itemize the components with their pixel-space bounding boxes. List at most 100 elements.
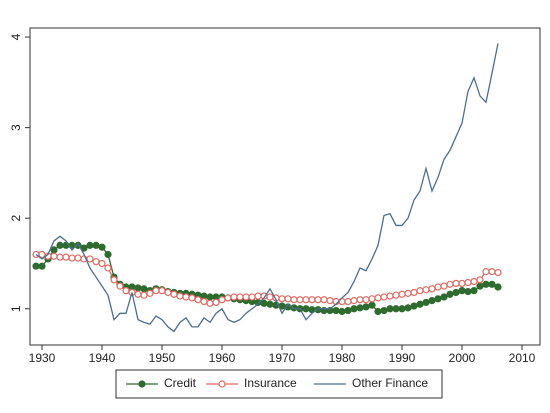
x-tick-label: 1980: [329, 351, 356, 365]
point: [290, 296, 298, 304]
point: [32, 262, 40, 270]
point: [320, 296, 328, 304]
point: [140, 291, 148, 299]
point: [38, 250, 46, 259]
point: [404, 304, 412, 312]
point: [410, 302, 418, 310]
point: [470, 278, 478, 286]
x-tick-label: 1950: [149, 351, 176, 365]
point: [230, 293, 238, 301]
point: [296, 296, 304, 304]
x-tick-label: 1970: [269, 351, 296, 365]
point: [392, 305, 400, 313]
point: [452, 288, 460, 297]
point: [98, 259, 106, 268]
point: [104, 250, 112, 259]
point: [386, 292, 394, 300]
point: [98, 243, 106, 251]
point: [380, 293, 388, 301]
point: [416, 300, 424, 308]
point: [356, 296, 364, 304]
point: [86, 255, 94, 263]
legend-label: Other Finance: [352, 376, 428, 390]
point: [464, 287, 472, 296]
point: [362, 296, 370, 304]
point: [92, 241, 100, 249]
x-tick-label: 1960: [209, 351, 236, 365]
point: [38, 262, 46, 270]
point: [74, 254, 82, 262]
x-tick-label: 1940: [89, 351, 116, 365]
point: [266, 293, 274, 301]
point: [458, 287, 466, 295]
point: [284, 295, 292, 303]
point: [380, 306, 388, 315]
point: [206, 293, 214, 301]
point: [458, 279, 466, 288]
point: [56, 253, 64, 261]
y-tick-label: 2: [9, 215, 23, 222]
point: [488, 280, 496, 288]
point: [188, 294, 196, 302]
point: [434, 295, 442, 303]
point: [482, 268, 490, 276]
x-tick-label: 1990: [389, 351, 416, 365]
point: [482, 280, 490, 288]
legend-label: Credit: [164, 376, 197, 390]
point: [410, 288, 418, 297]
point: [314, 296, 322, 304]
point: [86, 241, 94, 249]
point: [212, 298, 220, 307]
point: [164, 288, 172, 297]
point: [68, 254, 76, 262]
point: [200, 297, 208, 306]
point: [56, 241, 64, 249]
legend-marker: [218, 380, 226, 388]
point: [254, 292, 262, 300]
point: [224, 294, 232, 302]
legend-marker: [138, 380, 146, 388]
point: [182, 293, 190, 301]
point: [50, 252, 58, 260]
point: [260, 299, 268, 307]
point: [170, 290, 178, 298]
point: [176, 292, 184, 300]
point: [404, 289, 412, 297]
point: [236, 293, 244, 301]
point: [266, 300, 274, 308]
legend-label: Insurance: [244, 376, 297, 390]
point: [122, 287, 130, 295]
point: [470, 287, 478, 295]
point: [242, 293, 250, 301]
point: [440, 282, 448, 290]
point: [362, 303, 370, 311]
point: [194, 296, 202, 304]
point: [302, 305, 310, 313]
point: [374, 294, 382, 302]
point: [104, 264, 112, 272]
point: [398, 290, 406, 298]
point: [134, 290, 142, 298]
point: [134, 284, 142, 292]
point: [308, 296, 316, 304]
point: [422, 298, 430, 307]
x-tick-label: 2000: [449, 351, 476, 365]
point: [434, 283, 442, 291]
point: [476, 282, 484, 290]
point: [344, 306, 352, 315]
point: [302, 296, 310, 304]
point: [368, 295, 376, 303]
y-tick-label: 3: [9, 124, 23, 131]
legend-box: [115, 369, 443, 399]
point: [464, 278, 472, 287]
point: [416, 287, 424, 295]
point: [386, 305, 394, 313]
point: [338, 307, 346, 316]
point: [356, 304, 364, 312]
point: [116, 282, 124, 290]
point: [62, 253, 70, 261]
point: [344, 297, 352, 306]
point: [476, 276, 484, 284]
x-tick-label: 2010: [509, 351, 536, 365]
series-line: [35, 43, 499, 333]
